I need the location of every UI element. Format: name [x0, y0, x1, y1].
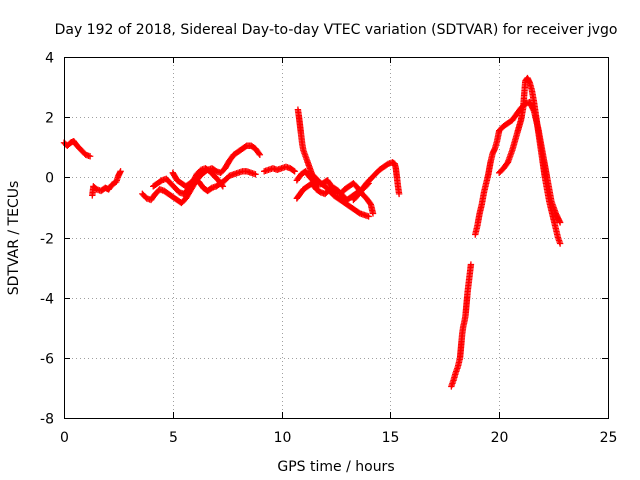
data-point-track-2 [117, 168, 124, 175]
data-point-track-6 [291, 168, 298, 175]
y-tick-label: 0 [45, 171, 54, 187]
x-tick-label: 10 [274, 430, 292, 446]
x-tick-label: 0 [60, 430, 69, 446]
grid-lines [64, 57, 608, 418]
chart-title: Day 192 of 2018, Sidereal Day-to-day VTE… [55, 22, 618, 38]
x-tick-label: 15 [382, 430, 400, 446]
data-point-track-6 [290, 167, 297, 174]
y-axis-label: SDTVAR / TECUs [6, 181, 22, 296]
data-point-track-10 [395, 190, 403, 198]
y-tick-label: -2 [40, 232, 54, 248]
data-point-track-4 [252, 171, 259, 178]
data-point-track-13 [556, 240, 564, 247]
data-points [60, 74, 564, 390]
data-point-track-11 [467, 261, 475, 268]
y-tick-label: 4 [45, 51, 54, 67]
y-tick-label: -4 [40, 292, 54, 308]
data-point-track-7 [365, 213, 372, 220]
data-point-track-5 [219, 183, 227, 190]
data-point-track-12 [556, 219, 564, 226]
data-point-track-3 [256, 151, 264, 158]
data-point-track-9 [369, 210, 377, 217]
x-axis-label: GPS time / hours [277, 459, 394, 475]
axis-ticks: 0 5 10 15 20 25 -8 -6 -4 -2 0 2 4 [40, 51, 617, 447]
x-tick-label: 20 [491, 430, 509, 446]
x-tick-label: 25 [600, 430, 618, 446]
y-tick-label: 2 [45, 111, 54, 127]
y-tick-label: -8 [40, 412, 54, 428]
data-point-track-5 [218, 181, 226, 189]
data-point-track-1 [86, 153, 94, 160]
y-tick-label: -6 [40, 352, 54, 368]
x-tick-label: 5 [169, 430, 178, 446]
data-point-track-3 [255, 150, 263, 157]
